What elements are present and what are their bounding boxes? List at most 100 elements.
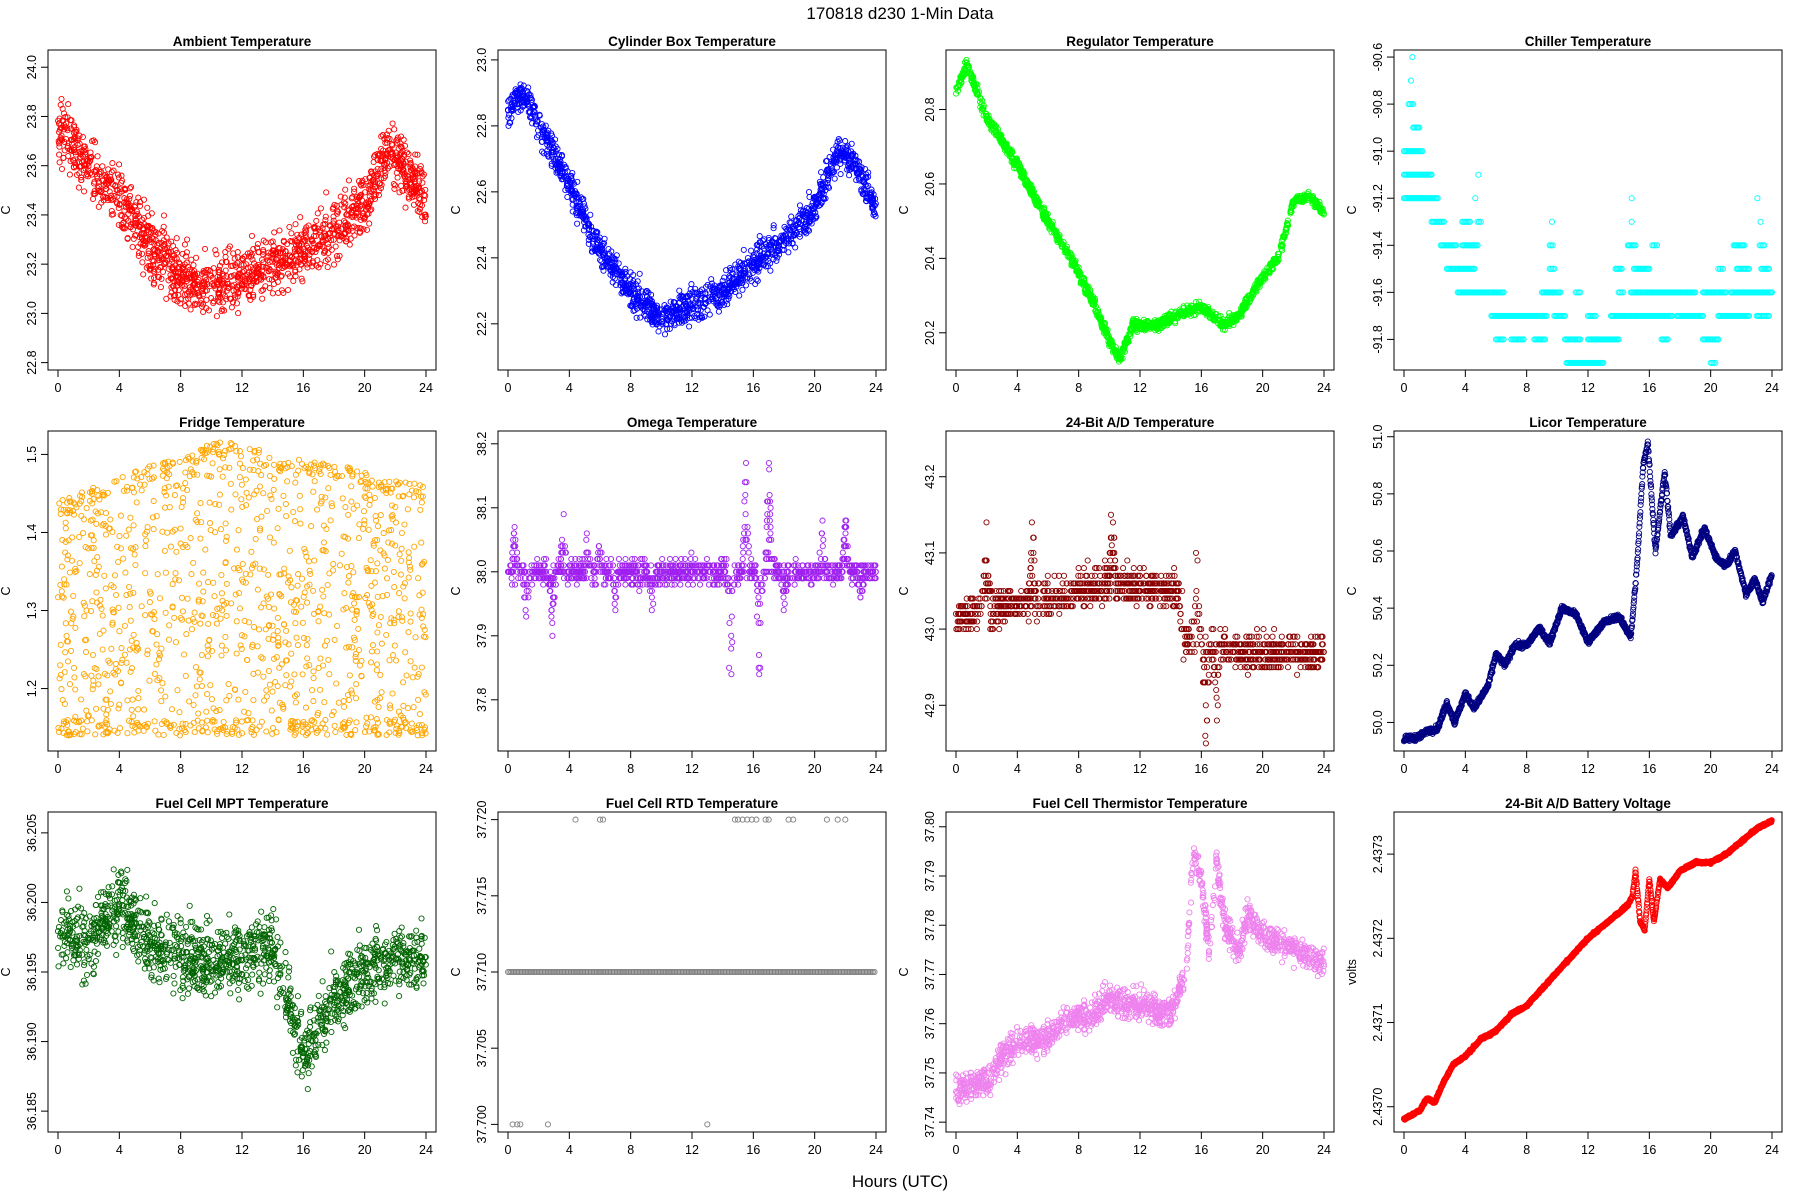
data-point <box>271 229 278 236</box>
data-point <box>337 193 344 200</box>
x-tick-label: 16 <box>296 381 310 395</box>
data-point <box>260 237 267 244</box>
data-point <box>280 257 287 264</box>
data-point <box>195 276 202 283</box>
data-point <box>375 192 382 199</box>
data-point <box>110 167 117 174</box>
data-point <box>346 241 353 248</box>
data-point <box>382 173 389 180</box>
data-point <box>151 265 158 272</box>
data-point <box>221 280 228 287</box>
data-point <box>715 308 722 315</box>
plot-frame <box>1393 49 1783 371</box>
data-point <box>198 297 205 304</box>
data-point <box>422 186 429 193</box>
data-point <box>422 214 429 221</box>
data-point <box>225 245 232 252</box>
x-tick-label: 16 <box>1642 381 1656 395</box>
data-point <box>317 205 324 212</box>
data-point <box>234 254 241 261</box>
x-tick-label: 8 <box>1075 381 1082 395</box>
data-point <box>405 151 412 158</box>
data-point <box>116 161 123 168</box>
data-point <box>70 129 77 136</box>
data-point <box>276 227 283 234</box>
data-point <box>293 242 300 249</box>
data-point <box>250 245 257 253</box>
data-point <box>384 160 391 167</box>
data-point <box>1628 195 1635 202</box>
data-point <box>58 95 65 103</box>
data-point <box>116 200 123 208</box>
data-point <box>386 135 393 142</box>
data-point <box>377 185 384 192</box>
data-point <box>322 213 329 220</box>
data-point <box>145 262 152 269</box>
data-point <box>99 163 106 170</box>
x-tick-label: 12 <box>235 381 249 395</box>
data-point <box>199 270 206 278</box>
data-point <box>145 212 152 219</box>
y-axis-label: C <box>897 205 911 214</box>
data-point <box>103 181 111 188</box>
data-point <box>269 290 276 297</box>
data-point <box>268 249 275 257</box>
data-point <box>179 250 186 257</box>
data-point <box>105 166 112 173</box>
data-point <box>166 248 173 256</box>
data-point <box>298 275 305 282</box>
y-tick-label: 22.8 <box>475 114 489 138</box>
data-point <box>216 286 223 293</box>
y-tick-label: -91.6 <box>1371 278 1385 307</box>
data-point <box>94 153 101 160</box>
data-point <box>314 210 321 217</box>
data-point <box>273 269 280 276</box>
data-point <box>564 193 571 201</box>
data-point <box>320 249 328 256</box>
y-tick-label: 23.4 <box>25 203 39 227</box>
data-point <box>128 183 135 191</box>
data-point <box>412 151 419 158</box>
figure-xlabel: Hours (UTC) <box>852 1172 948 1191</box>
data-point <box>328 225 335 233</box>
data-point <box>215 289 222 296</box>
data-point <box>184 236 191 243</box>
data-point <box>234 249 241 256</box>
x-tick-label: 12 <box>1133 381 1147 395</box>
data-point <box>134 243 142 251</box>
data-point <box>370 158 377 166</box>
data-point <box>255 267 262 274</box>
data-point <box>312 248 319 256</box>
panel-title: Regulator Temperature <box>1066 34 1214 49</box>
data-point <box>218 259 226 266</box>
data-point <box>139 250 146 257</box>
data-point <box>266 276 273 283</box>
data-point <box>704 307 711 314</box>
data-point <box>182 302 189 310</box>
data-point <box>89 138 96 145</box>
data-point <box>363 226 371 233</box>
data-point <box>65 140 72 147</box>
data-point <box>380 150 387 157</box>
data-point <box>67 125 74 132</box>
data-point <box>181 241 188 248</box>
data-point <box>221 307 228 314</box>
data-point <box>229 299 236 306</box>
data-point <box>213 313 220 320</box>
data-point <box>266 259 273 266</box>
data-point <box>739 286 746 293</box>
data-point <box>314 242 321 250</box>
data-point <box>367 187 374 194</box>
data-point <box>240 256 247 263</box>
data-point <box>215 290 223 297</box>
data-point <box>148 210 155 217</box>
data-point <box>417 163 424 170</box>
x-tick-label: 20 <box>1256 381 1270 395</box>
y-tick-label: 23.0 <box>25 301 39 325</box>
data-point <box>1754 195 1761 202</box>
data-point <box>78 177 85 184</box>
data-point <box>1472 195 1479 202</box>
